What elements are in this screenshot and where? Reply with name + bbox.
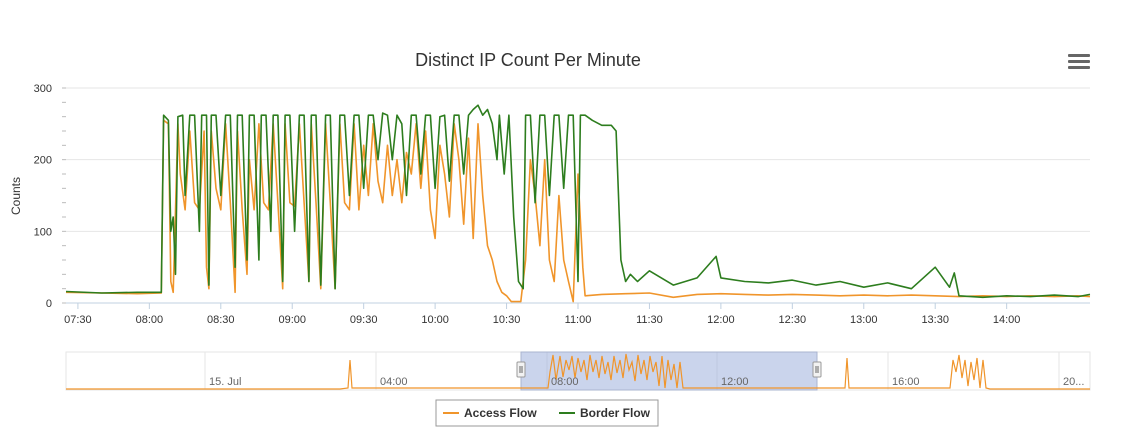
y-tick-label: 100 xyxy=(34,226,52,238)
navigator-series-line xyxy=(66,353,1090,390)
legend-item-border-flow[interactable]: Border Flow xyxy=(559,406,651,420)
navigator-labels: 15. Jul 04:00 08:00 12:00 16:00 20... xyxy=(209,376,1084,388)
series-line-border-flow xyxy=(65,104,1091,299)
navigator-label: 20... xyxy=(1063,376,1084,388)
legend-label-access-flow: Access Flow xyxy=(464,406,537,420)
x-tick-label: 14:00 xyxy=(993,314,1021,326)
legend-box xyxy=(435,399,659,427)
navigator-label: 04:00 xyxy=(380,376,408,388)
y-tick-label: 0 xyxy=(46,298,52,310)
legend-label-border-flow: Border Flow xyxy=(580,406,651,420)
hamburger-menu-icon[interactable] xyxy=(1068,54,1090,72)
x-tick-label: 08:30 xyxy=(207,314,235,326)
x-tick-label: 12:00 xyxy=(707,314,735,326)
y-axis-label: Counts xyxy=(9,177,23,215)
chart-title: Distinct IP Count Per Minute xyxy=(415,50,641,70)
x-tick-label: 07:30 xyxy=(64,314,92,326)
x-tick-label: 12:30 xyxy=(779,314,807,326)
x-tick-label: 08:00 xyxy=(136,314,164,326)
x-tick-label: 11:30 xyxy=(636,314,663,326)
x-tick-label: 10:00 xyxy=(421,314,449,326)
navigator-handle-right[interactable] xyxy=(812,361,822,378)
x-tick-label: 10:30 xyxy=(493,314,521,326)
legend-item-access-flow[interactable]: Access Flow xyxy=(443,406,537,420)
legend: Access Flow Border Flow xyxy=(435,399,659,427)
x-tick-label: 13:00 xyxy=(850,314,878,326)
x-tick-label: 09:30 xyxy=(350,314,378,326)
navigator-label: 08:00 xyxy=(551,376,579,388)
navigator-selection[interactable] xyxy=(520,351,818,391)
navigator-label: 15. Jul xyxy=(209,376,241,388)
y-tick-label: 300 xyxy=(34,83,52,95)
y-tick-label: 200 xyxy=(34,155,52,167)
navigator[interactable]: 15. Jul 04:00 08:00 12:00 16:00 20... xyxy=(65,351,1091,391)
axes: 0 100 200 300 07:30 08:00 08:30 09:00 09:30 10:00… xyxy=(34,83,1021,326)
x-tick-label: 09:00 xyxy=(278,314,306,326)
x-tick-label: 11:00 xyxy=(565,314,592,326)
x-tick-label: 13:30 xyxy=(921,314,949,326)
navigator-handle-left[interactable] xyxy=(516,361,526,378)
navigator-label: 12:00 xyxy=(721,376,749,388)
plot-area xyxy=(65,104,1091,303)
navigator-label: 16:00 xyxy=(892,376,920,388)
